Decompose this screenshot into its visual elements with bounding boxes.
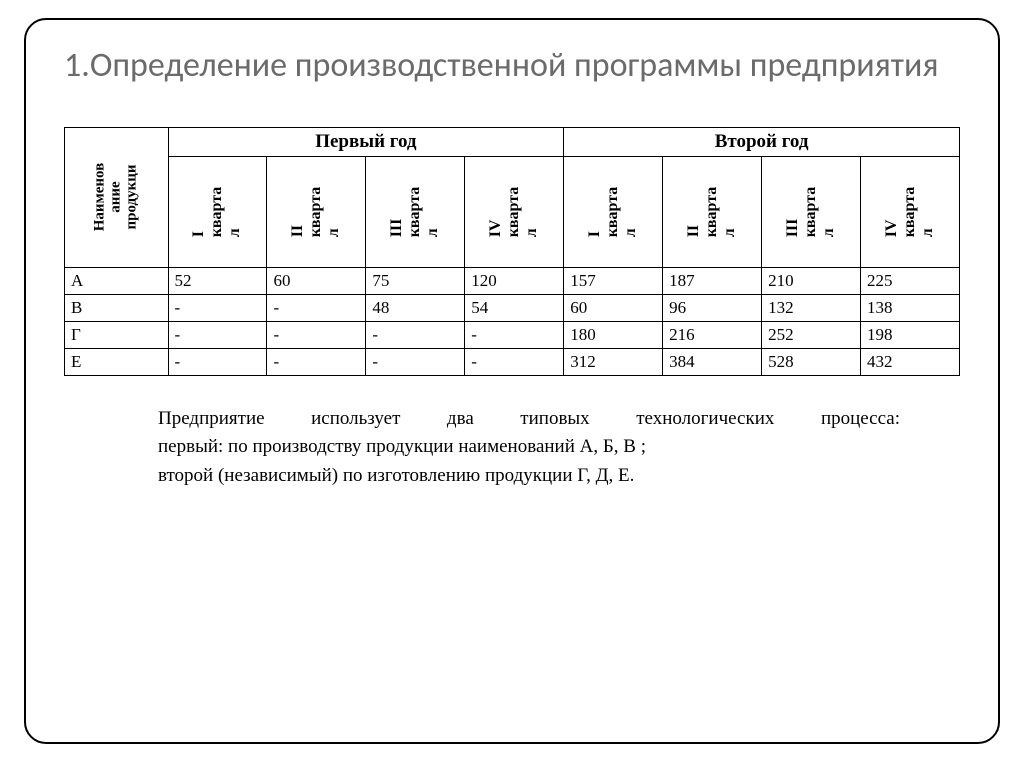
quarter-header: IIIквартал (388, 186, 442, 237)
quarter-header: IVквартал (883, 186, 937, 237)
quarter-header: Iквартал (586, 186, 640, 237)
quarter-header: IIквартал (289, 186, 343, 237)
slide-frame (24, 18, 1000, 744)
quarter-header: IVквартал (487, 186, 541, 237)
row-header-label: Наименованиепродукци (93, 163, 140, 232)
quarter-header: Iквартал (190, 186, 244, 237)
quarter-header: IIквартал (685, 186, 739, 237)
quarter-header: IIIквартал (784, 186, 838, 237)
